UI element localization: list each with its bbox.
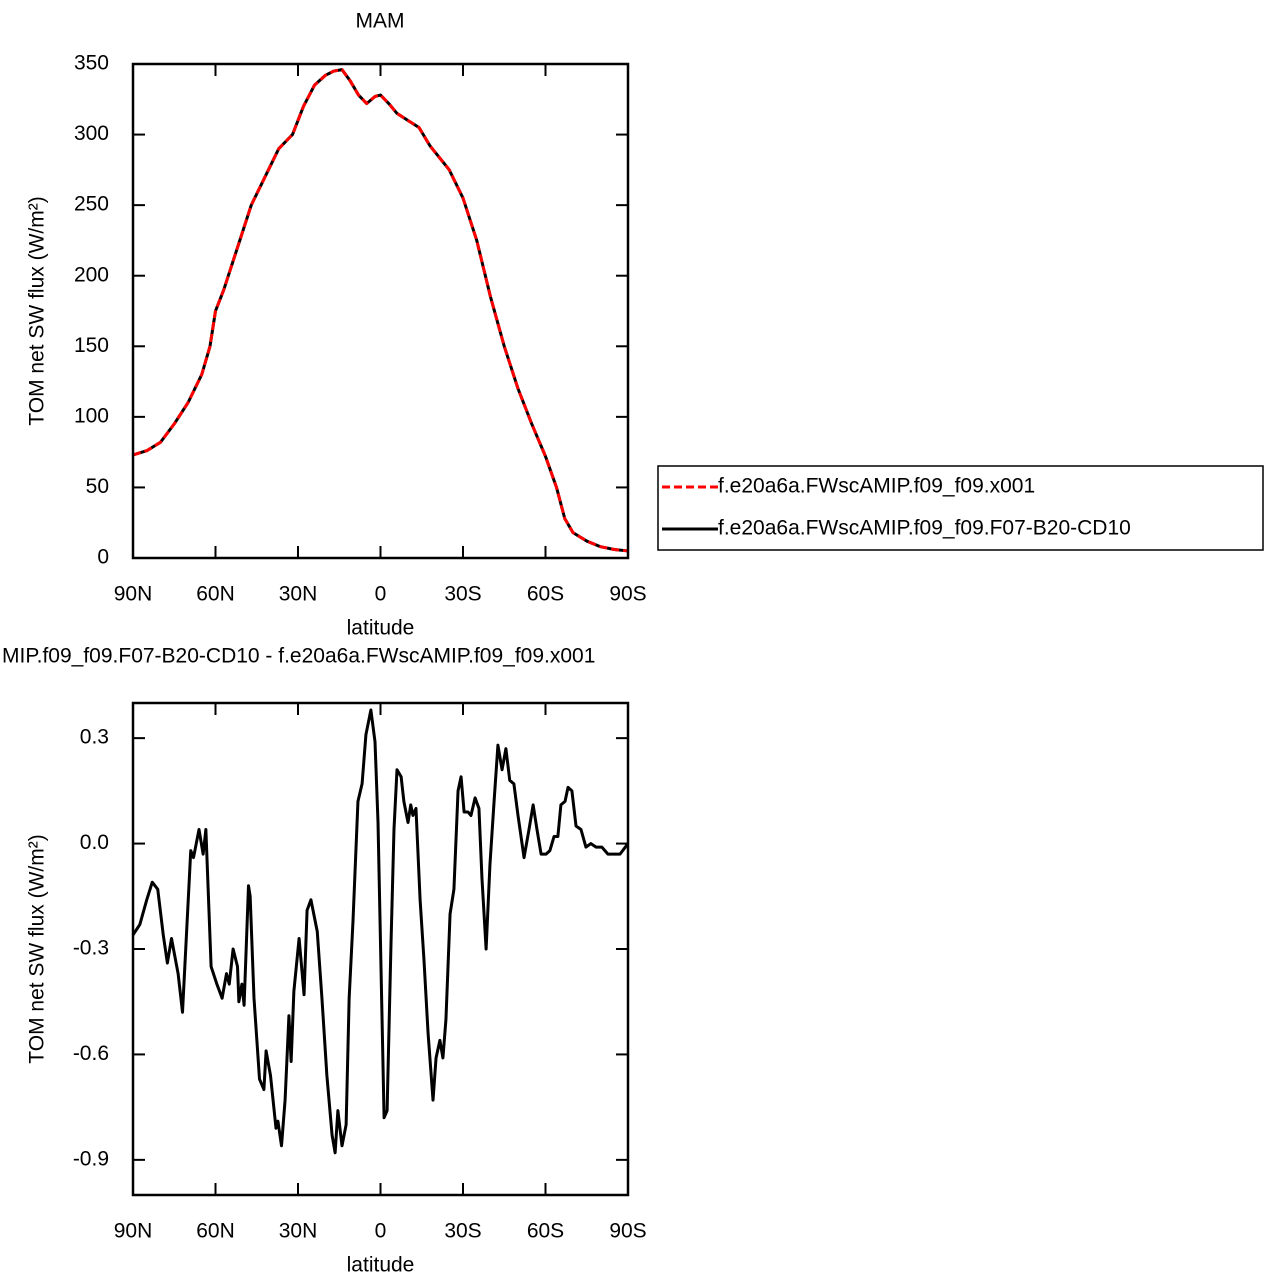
x-tick-label: 30S (444, 583, 481, 606)
y-tick-label: 150 (74, 334, 109, 357)
data-line (132, 68, 629, 553)
x-tick-label: 90N (114, 583, 153, 606)
y-tick-label: 100 (74, 404, 109, 427)
chart-title: MIP.f09_f09.F07-B20-CD10 - f.e20a6a.FWsc… (2, 645, 595, 668)
y-tick-label: 300 (74, 122, 109, 145)
y-tick-label: 0 (97, 546, 109, 569)
x-tick-label: 30N (279, 583, 318, 606)
y-tick-label: 200 (74, 263, 109, 286)
data-line (132, 68, 629, 553)
y-tick-label: 0.3 (80, 726, 109, 749)
x-axis-label: latitude (347, 617, 415, 640)
x-tick-label: 90S (609, 1220, 646, 1243)
y-tick-label: -0.6 (73, 1042, 109, 1065)
y-tick-label: 0.0 (80, 831, 109, 854)
y-tick-label: 50 (86, 475, 109, 498)
legend-label: f.e20a6a.FWscAMIP.f09_f09.F07-B20-CD10 (718, 517, 1131, 540)
x-tick-label: 30S (444, 1220, 481, 1243)
y-tick-label: 350 (74, 52, 109, 75)
x-tick-label: 90S (609, 583, 646, 606)
x-tick-label: 30N (279, 1220, 318, 1243)
x-tick-label: 60N (196, 583, 235, 606)
y-axis-label: TOM net SW flux (W/m²) (26, 196, 49, 425)
chart-title: MAM (356, 10, 405, 33)
x-tick-label: 0 (375, 583, 387, 606)
legend-label: f.e20a6a.FWscAMIP.f09_f09.x001 (718, 475, 1035, 498)
x-tick-label: 60S (527, 583, 564, 606)
x-tick-label: 0 (375, 1220, 387, 1243)
x-tick-label: 90N (114, 1220, 153, 1243)
y-axis-label: TOM net SW flux (W/m²) (26, 834, 49, 1063)
x-tick-label: 60N (196, 1220, 235, 1243)
y-tick-label: -0.3 (73, 937, 109, 960)
legend-box (657, 465, 1264, 551)
x-axis-label: latitude (347, 1254, 415, 1277)
x-tick-label: 60S (527, 1220, 564, 1243)
data-line (131, 708, 630, 1155)
y-tick-label: 250 (74, 193, 109, 216)
y-tick-label: -0.9 (73, 1147, 109, 1170)
